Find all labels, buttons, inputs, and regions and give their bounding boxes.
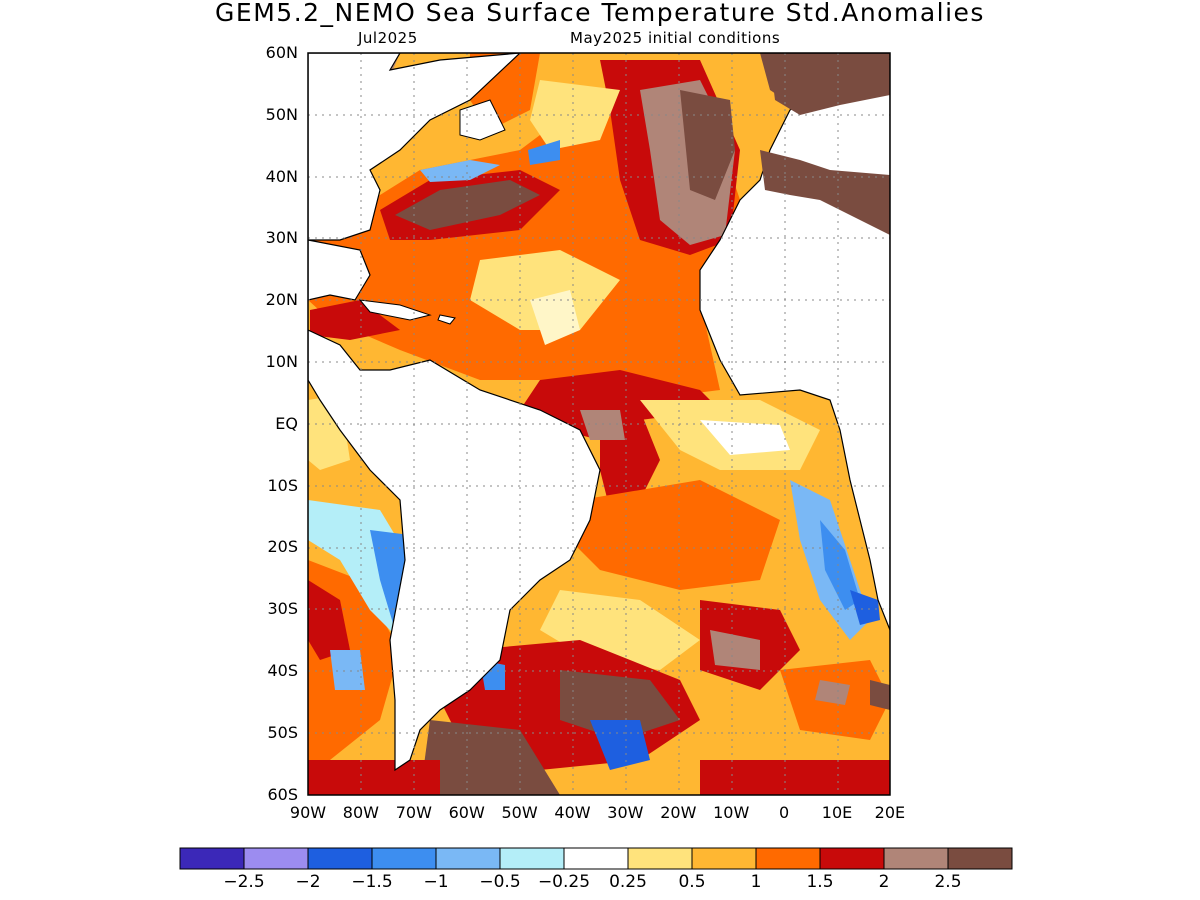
latitude-label: 60N — [265, 43, 298, 62]
latitude-label: 10N — [265, 352, 298, 371]
colorbar-swatch — [243, 847, 309, 870]
colorbar-swatch — [307, 847, 373, 870]
colorbar-tick-label: −2 — [295, 872, 321, 892]
colorbar-tick-label: 0.5 — [678, 872, 706, 892]
colorbar-tick-label: 0.25 — [609, 872, 647, 892]
colorbar-swatch — [691, 847, 757, 870]
latitude-label: 60S — [267, 784, 298, 804]
longitude-label: 80W — [342, 803, 379, 822]
latitude-label: 50S — [267, 722, 298, 742]
latitude-label: EQ — [275, 413, 298, 433]
colorbar-swatch — [883, 847, 949, 870]
anomaly-field — [308, 53, 890, 795]
longitude-label: 20W — [660, 803, 697, 822]
colorbar-tick-label: −1 — [423, 872, 449, 892]
latitude-label: 30S — [267, 599, 298, 619]
longitude-label: 60W — [448, 803, 485, 822]
colorbar-swatch — [563, 847, 629, 870]
latitude-label: 40S — [267, 661, 298, 680]
colorbar — [179, 847, 1013, 870]
latitude-label: 40N — [265, 166, 298, 186]
forecast-month: Jul2025 — [358, 29, 418, 47]
longitude-label: 70W — [395, 803, 432, 822]
colorbar-swatch — [819, 847, 885, 870]
colorbar-swatch — [499, 847, 565, 870]
colorbar-tick-label: 1.5 — [806, 872, 834, 892]
colorbar-tick-label: −0.25 — [537, 872, 591, 892]
longitude-label: 0 — [779, 803, 790, 822]
longitude-label: 30W — [607, 803, 644, 822]
colorbar-tick-label: −1.5 — [351, 872, 393, 892]
longitude-label: 10W — [713, 803, 750, 822]
colorbar-tick-label: 1 — [750, 872, 762, 892]
colorbar-swatch — [627, 847, 693, 870]
colorbar-tick-label: 2 — [878, 872, 890, 892]
longitude-label: 20E — [874, 803, 906, 822]
map-frame — [307, 52, 891, 796]
longitude-label: 90W — [289, 803, 327, 822]
latitude-label: 20S — [267, 537, 298, 557]
colorbar-swatch — [435, 847, 501, 870]
initial-conditions: May2025 initial conditions — [570, 29, 781, 47]
colorbar-swatch — [755, 847, 821, 870]
latitude-label: 10S — [267, 475, 298, 495]
colorbar-swatch — [947, 847, 1013, 870]
map-title: GEM5.2_NEMO Sea Surface Temperature Std.… — [215, 0, 985, 27]
longitude-label: 50W — [501, 803, 538, 822]
longitude-label: 40W — [554, 803, 591, 822]
latitude-label: 20N — [265, 290, 298, 310]
colorbar-tick-label: 2.5 — [934, 872, 962, 892]
colorbar-tick-label: −2.5 — [223, 872, 265, 892]
graticule — [308, 53, 890, 795]
latitude-label: 30N — [265, 228, 298, 248]
colorbar-tick-label: −0.5 — [479, 872, 521, 892]
latitude-label: 50N — [265, 104, 298, 124]
colorbar-swatch — [371, 847, 437, 870]
colorbar-swatch — [179, 847, 245, 870]
longitude-label: 10E — [821, 803, 853, 822]
